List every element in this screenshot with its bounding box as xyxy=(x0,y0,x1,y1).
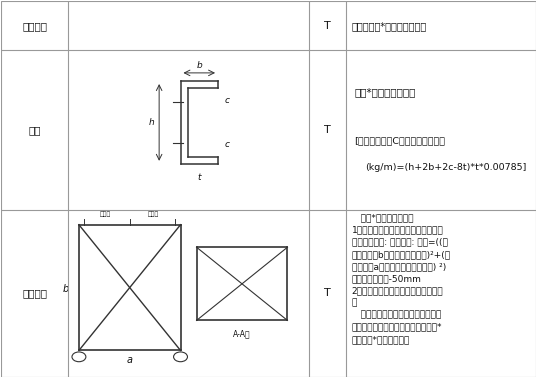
Text: 山墙面斜长*该规格理论重量: 山墙面斜长*该规格理论重量 xyxy=(352,21,427,31)
Text: c: c xyxy=(225,96,230,105)
Text: T: T xyxy=(324,288,331,298)
Text: b: b xyxy=(62,285,69,295)
Text: T: T xyxy=(324,21,331,31)
Text: h: h xyxy=(149,118,155,127)
Text: 墙梁: 墙梁 xyxy=(29,125,41,135)
Text: 节点板: 节点板 xyxy=(100,211,111,217)
Text: (kg/m)=(h+2b+2c-8t)*t*0.00785]: (kg/m)=(h+2b+2c-8t)*t*0.00785] xyxy=(365,163,526,172)
Text: A-A剖: A-A剖 xyxy=(233,330,251,339)
Text: 垂直支撑: 垂直支撑 xyxy=(22,288,47,298)
Text: 山墙角钢: 山墙角钢 xyxy=(22,21,47,31)
Text: c: c xyxy=(225,140,230,149)
Text: 斜长*该规格理论重量
1、如果深化图还未出图，只能按施工
图计算工程量: 如图所示: 斜长=((垂
直支撑高度b－两端节点板距离)²+(两
钢柱间距a－两端点节: 斜长*该规格理论重量 1、如果深化图还未出图，只能按施工 图计算工程量: 如图所… xyxy=(352,213,451,344)
Text: a: a xyxy=(127,355,133,365)
Text: b: b xyxy=(197,61,202,70)
Text: t: t xyxy=(198,173,201,182)
Text: 节点板: 节点板 xyxy=(148,211,160,217)
Text: [注：如墙梁为C型钢时其理论重量: [注：如墙梁为C型钢时其理论重量 xyxy=(354,137,445,146)
Text: 长度*该规格理论重量: 长度*该规格理论重量 xyxy=(354,87,416,98)
Text: T: T xyxy=(324,125,331,135)
